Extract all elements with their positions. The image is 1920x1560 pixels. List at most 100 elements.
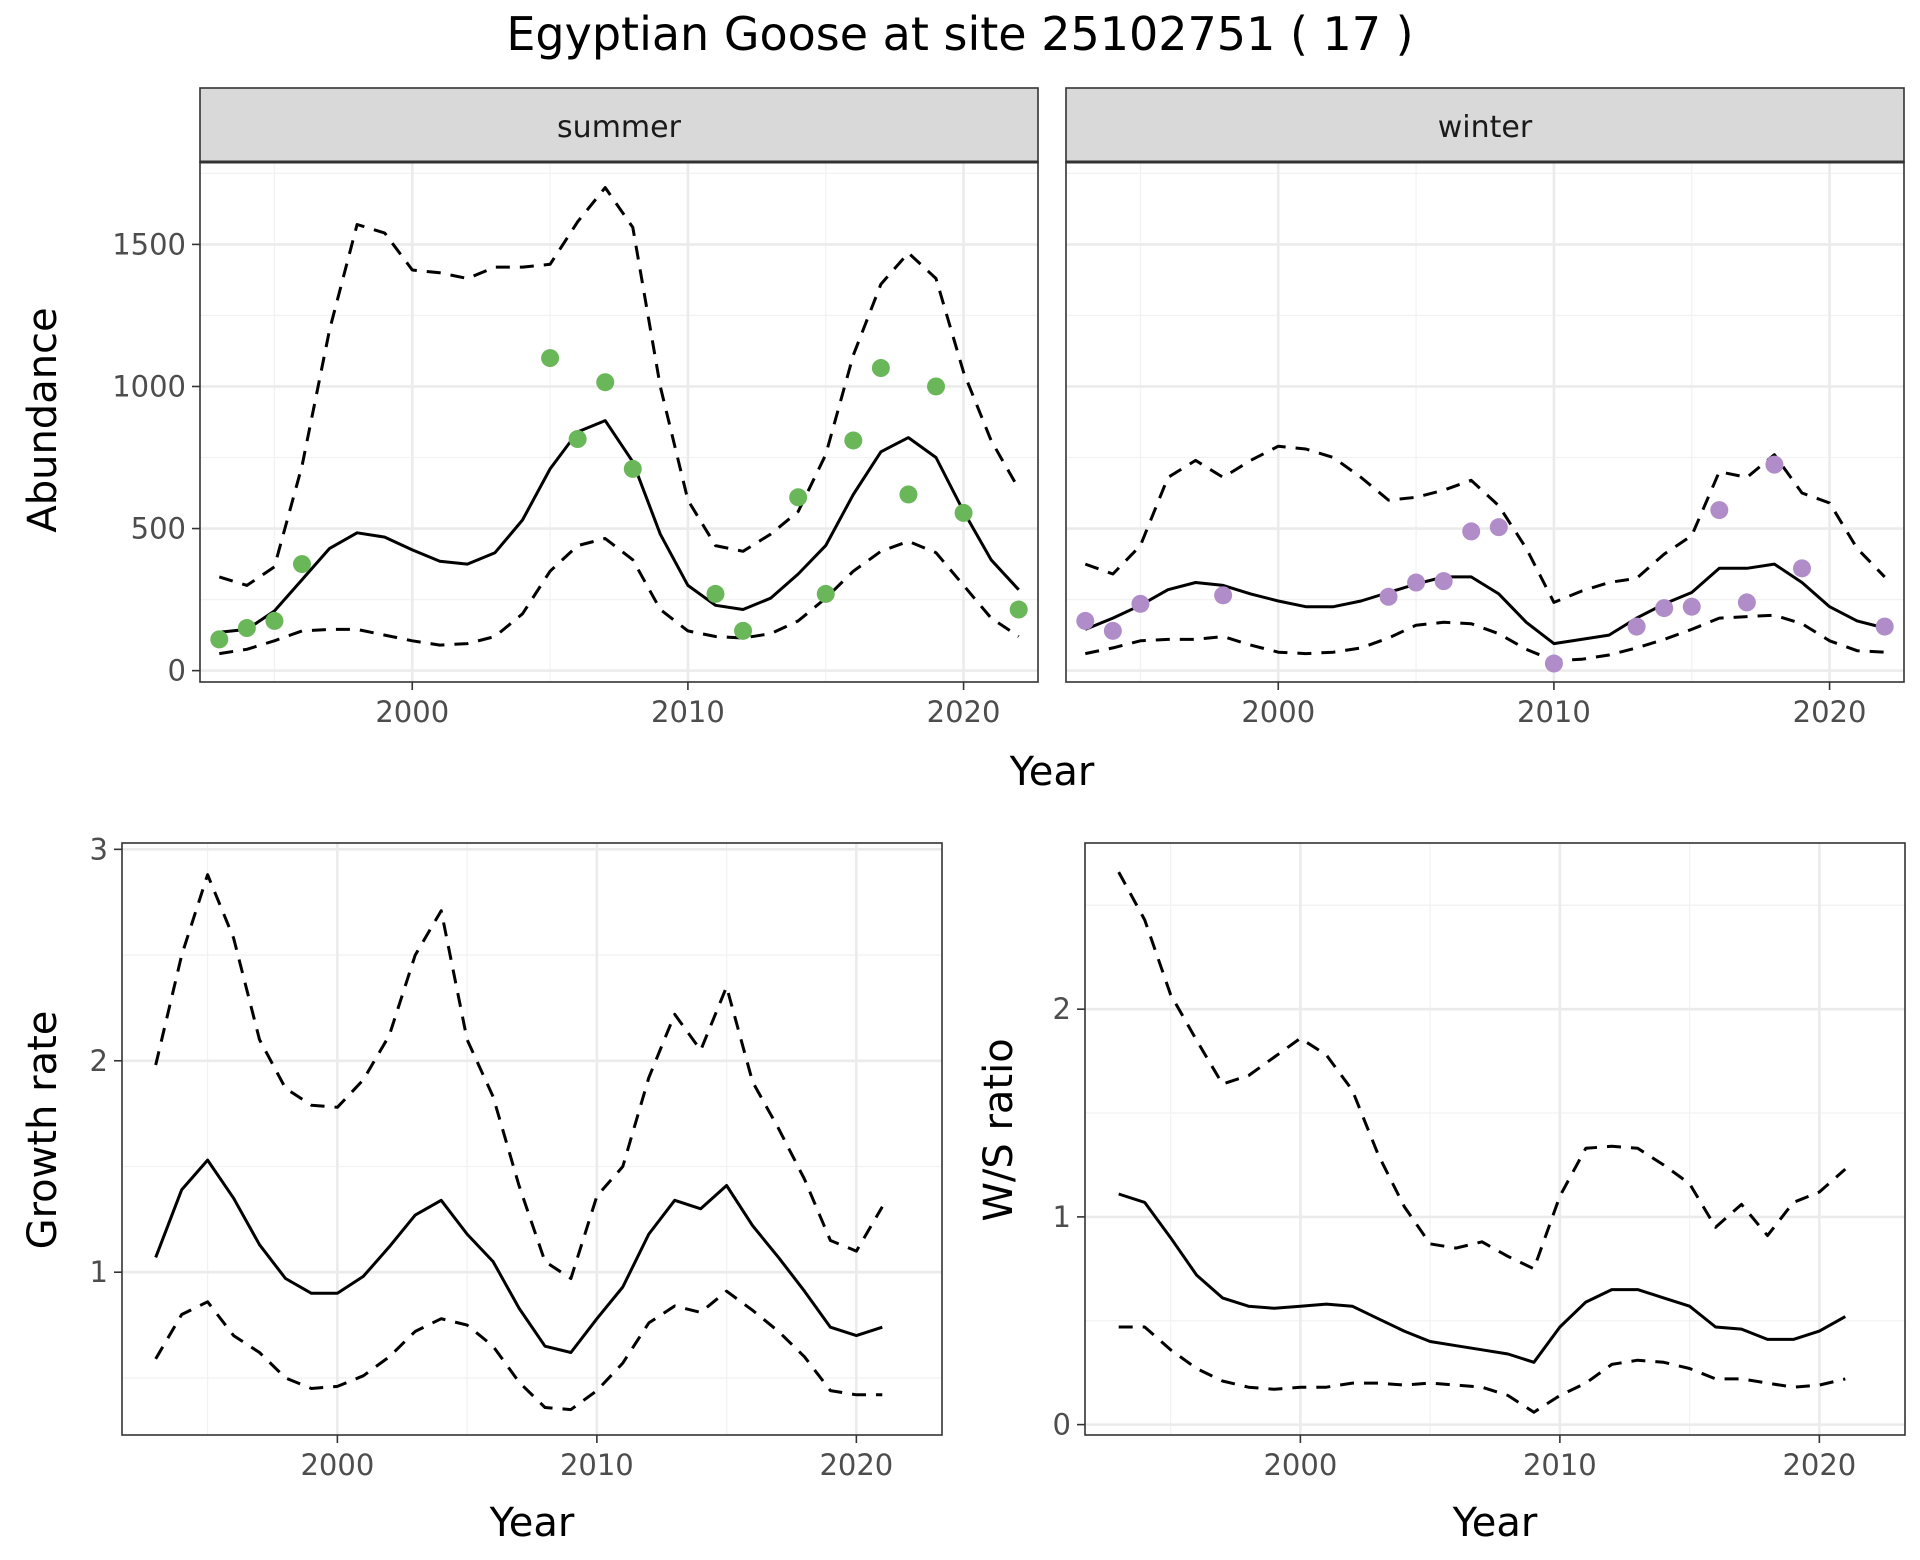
observed-point: [734, 621, 753, 640]
observed-point: [1682, 597, 1701, 616]
abundance-winter-upper-ci: [1084, 444, 1886, 604]
observed-point: [1875, 617, 1894, 636]
growth-rate-grid: [122, 843, 942, 1435]
observed-point: [789, 488, 808, 507]
x-tick-label: 2010: [1523, 1448, 1597, 1482]
growth-rate-mean: [154, 1158, 883, 1354]
growth-rate-upper-ci: [154, 873, 884, 1280]
ws-ratio-y-axis-title: W/S ratio: [976, 1038, 1022, 1221]
y-tick-label: 0: [168, 654, 186, 688]
observed-point: [1009, 600, 1028, 619]
observed-point: [237, 619, 256, 638]
upper-ci-line: [218, 186, 1021, 587]
growth-rate-y-ticks: 1 2 3: [90, 832, 122, 1289]
observed-point: [899, 485, 918, 504]
mean-line: [219, 419, 1020, 634]
observed-point: [623, 459, 642, 478]
x-tick-label: 2010: [1517, 695, 1591, 729]
x-tick-label: 2020: [927, 695, 1001, 729]
observed-point: [1407, 573, 1426, 592]
y-tick-label: 2: [90, 1044, 108, 1078]
chart-title: Egyptian Goose at site 25102751 ( 17 ): [506, 7, 1413, 61]
mean-line: [1084, 562, 1886, 646]
abundance-y-ticks: 0 500 1000 1500: [112, 227, 200, 688]
ws-ratio-x-axis-title: Year: [1452, 1500, 1538, 1546]
observed-point: [816, 584, 835, 603]
x-tick-label: 2010: [560, 1448, 634, 1482]
growth-rate-x-axis-title: Year: [489, 1500, 575, 1546]
abundance-x-axis-title: Year: [1009, 749, 1095, 795]
observed-point: [1214, 586, 1233, 605]
observed-point: [1627, 617, 1646, 636]
observed-point: [954, 503, 973, 522]
x-tick-label: 2000: [1263, 1448, 1337, 1482]
winter-strip: winter: [1065, 87, 1905, 164]
abundance-summer-points: [210, 349, 1028, 649]
observed-point: [1737, 593, 1756, 612]
upper-ci-line: [1117, 871, 1847, 1271]
observed-point: [568, 430, 587, 449]
lower-ci-line: [219, 537, 1020, 656]
observed-point: [1765, 455, 1784, 474]
panel-border: [1084, 842, 1906, 1436]
growth-rate-y-axis-title: Growth rate: [20, 1011, 66, 1250]
x-tick-label: 2020: [1782, 1448, 1856, 1482]
observed-point: [1076, 611, 1095, 630]
lower-ci-line: [1084, 613, 1885, 663]
abundance-summer-lower-ci: [219, 537, 1020, 656]
observed-point: [1462, 522, 1481, 541]
x-tick-label: 2000: [300, 1448, 374, 1482]
ws-ratio-lower-ci: [1118, 1325, 1846, 1414]
ws-ratio-panel: 2000 2010 2020 0 1 2: [1053, 842, 1906, 1482]
y-tick-label: 1: [90, 1255, 108, 1289]
y-tick-label: 1500: [112, 227, 186, 261]
lower-ci-line: [154, 1289, 883, 1412]
observed-point: [1655, 599, 1674, 618]
panel-border: [121, 842, 943, 1436]
abundance-summer-upper-ci: [218, 186, 1021, 587]
abundance-winter-lower-ci: [1084, 613, 1885, 663]
panel-border: [1065, 161, 1905, 683]
observed-point: [596, 373, 615, 392]
ws-ratio-x-ticks: 2000 2010 2020: [1263, 1435, 1856, 1482]
observed-point: [210, 630, 229, 649]
observed-point: [1544, 654, 1563, 673]
summer-strip-label: summer: [557, 110, 682, 145]
winter-strip-background: [1065, 87, 1905, 163]
x-tick-label: 2020: [1793, 695, 1867, 729]
x-tick-label: 2000: [1241, 695, 1315, 729]
x-tick-label: 2010: [651, 695, 725, 729]
observed-point: [1379, 587, 1398, 606]
ws-ratio-frame: [1084, 842, 1906, 1436]
growth-rate-panel: 2000 2010 2020 1 2 3: [90, 832, 943, 1482]
abundance-winter-panel: winter 2000 2010 2020: [1065, 87, 1905, 729]
abundance-summer-frame: [199, 161, 1039, 683]
observed-point: [1793, 559, 1812, 578]
observed-point: [871, 359, 890, 378]
lower-ci-line: [1118, 1325, 1846, 1414]
mean-line: [1118, 1192, 1847, 1364]
abundance-winter-frame: [1065, 161, 1905, 683]
x-tick-label: 2000: [375, 695, 449, 729]
abundance-winter-points: [1076, 455, 1894, 673]
y-tick-label: 2: [1053, 992, 1071, 1026]
abundance-winter-mean: [1084, 562, 1886, 646]
observed-point: [1131, 594, 1150, 613]
ws-ratio-grid: [1085, 843, 1905, 1435]
observed-point: [265, 611, 284, 630]
abundance-summer-grid: [200, 162, 1038, 682]
ws-ratio-upper-ci: [1117, 871, 1847, 1271]
abundance-summer-x-ticks: 2000 2010 2020: [375, 682, 1000, 729]
observed-point: [1434, 572, 1453, 591]
upper-ci-line: [154, 873, 884, 1280]
ws-ratio-mean: [1118, 1192, 1847, 1364]
x-tick-label: 2020: [819, 1448, 893, 1482]
abundance-summer-mean: [219, 419, 1020, 634]
observed-point: [541, 349, 560, 368]
summer-strip: summer: [199, 87, 1039, 164]
mean-line: [154, 1158, 883, 1354]
y-tick-label: 1000: [112, 369, 186, 403]
winter-strip-label: winter: [1438, 110, 1533, 145]
abundance-winter-x-ticks: 2000 2010 2020: [1241, 682, 1866, 729]
